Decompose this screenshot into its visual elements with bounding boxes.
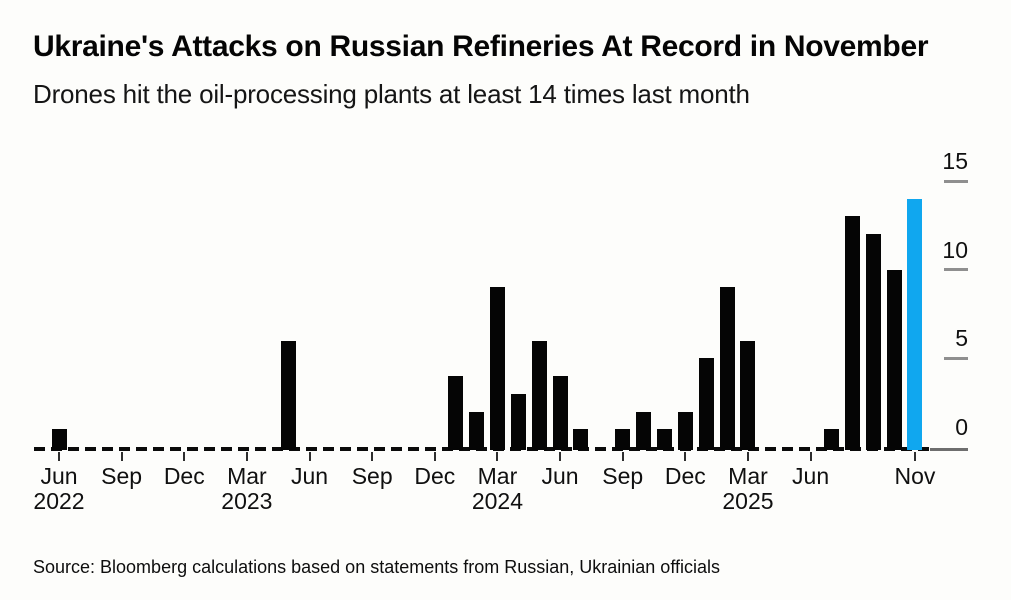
- x-axis-month: Jun: [40, 463, 78, 489]
- x-axis-label: Mar 2024: [460, 464, 534, 514]
- bar-nov-2024: [656, 429, 672, 450]
- y-axis-label: 10: [942, 236, 968, 263]
- bar-jul-2025: [823, 429, 839, 450]
- bar-jun-2022: [51, 429, 67, 450]
- x-axis-year: 2024: [471, 488, 524, 514]
- bar-jan-2024: [448, 376, 464, 450]
- x-axis-month: Mar: [728, 463, 768, 489]
- x-axis-tick: [559, 452, 562, 461]
- x-axis-year: 2025: [722, 488, 774, 514]
- bar-apr-2024: [510, 393, 526, 450]
- x-axis-tick: [245, 452, 248, 461]
- x-axis-tick: [496, 452, 499, 461]
- x-axis-month: Dec: [414, 463, 456, 489]
- x-axis-tick: [308, 452, 311, 461]
- y-axis-label: 5: [955, 325, 968, 352]
- x-axis-month: Mar: [477, 463, 518, 489]
- chart-title: Ukraine's Attacks on Russian Refineries …: [33, 30, 929, 63]
- x-axis-tick: [746, 452, 749, 461]
- x-axis-tick: [433, 452, 436, 461]
- x-axis-month: Jun: [541, 463, 579, 489]
- bar-feb-2024: [469, 411, 485, 450]
- bar-aug-2025: [844, 216, 860, 450]
- x-axis-label: Dec: [398, 464, 472, 489]
- bar-may-2024: [531, 340, 547, 450]
- x-axis-tick: [371, 452, 374, 461]
- x-axis-month: Sep: [351, 463, 393, 489]
- bar-jan-2025: [698, 358, 714, 450]
- x-axis-label: Jun 2022: [22, 464, 96, 514]
- x-axis-month: Nov: [894, 463, 936, 489]
- x-axis-label: Sep: [586, 464, 660, 489]
- x-axis-label: Nov: [878, 464, 952, 489]
- x-axis-year: 2023: [221, 488, 273, 514]
- bar-oct-2024: [636, 411, 652, 450]
- x-axis-tick: [809, 452, 812, 461]
- bar-sep-2025: [865, 234, 881, 450]
- bar-dec-2024: [677, 411, 693, 450]
- x-axis-tick: [621, 452, 624, 461]
- bar-may-2023: [281, 340, 297, 450]
- bar-feb-2025: [719, 287, 735, 450]
- y-axis-tick: [944, 268, 968, 272]
- x-axis-label: Sep: [85, 464, 159, 489]
- x-axis-label: Jun: [273, 464, 347, 489]
- x-axis-month: Jun: [792, 463, 830, 489]
- x-axis-tick: [684, 452, 687, 461]
- x-axis-label: Mar 2025: [711, 464, 785, 514]
- x-axis-label: Jun: [774, 464, 848, 489]
- x-axis-tick: [58, 452, 60, 461]
- y-axis-label: 15: [942, 148, 968, 174]
- x-axis-baseline-end: [930, 448, 968, 451]
- bar-mar-2024: [489, 287, 505, 450]
- source-note: Source: Bloomberg calculations based on …: [33, 557, 721, 577]
- x-axis-tick: [913, 452, 916, 461]
- bar-jul-2024: [573, 429, 589, 450]
- bar-mar-2025: [740, 340, 756, 450]
- x-axis-month: Dec: [664, 463, 706, 489]
- y-axis-label: 0: [955, 414, 968, 440]
- x-axis-month: Jun: [290, 463, 329, 489]
- bar-jun-2024: [552, 376, 568, 450]
- x-axis-tick: [120, 452, 123, 461]
- x-axis-month: Sep: [101, 463, 143, 489]
- x-axis-label: Dec: [147, 464, 221, 489]
- x-axis-label: Mar 2023: [210, 464, 284, 514]
- x-axis-month: Dec: [163, 463, 205, 489]
- x-axis-month: Mar: [227, 463, 267, 489]
- x-axis-label: Sep: [335, 464, 409, 489]
- x-axis-label: Dec: [648, 464, 722, 489]
- y-axis-tick: [944, 179, 968, 183]
- x-axis-year: 2022: [33, 488, 85, 514]
- x-axis-month: Sep: [602, 463, 644, 489]
- y-axis-tick: [944, 356, 968, 360]
- bar-sep-2024: [615, 429, 631, 450]
- bar-nov-2025: [907, 198, 923, 450]
- bar-oct-2025: [886, 269, 902, 450]
- x-axis-tick: [183, 452, 186, 461]
- x-axis-label: Jun: [523, 464, 597, 489]
- chart-subtitle: Drones hit the oil-processing plants at …: [33, 79, 750, 109]
